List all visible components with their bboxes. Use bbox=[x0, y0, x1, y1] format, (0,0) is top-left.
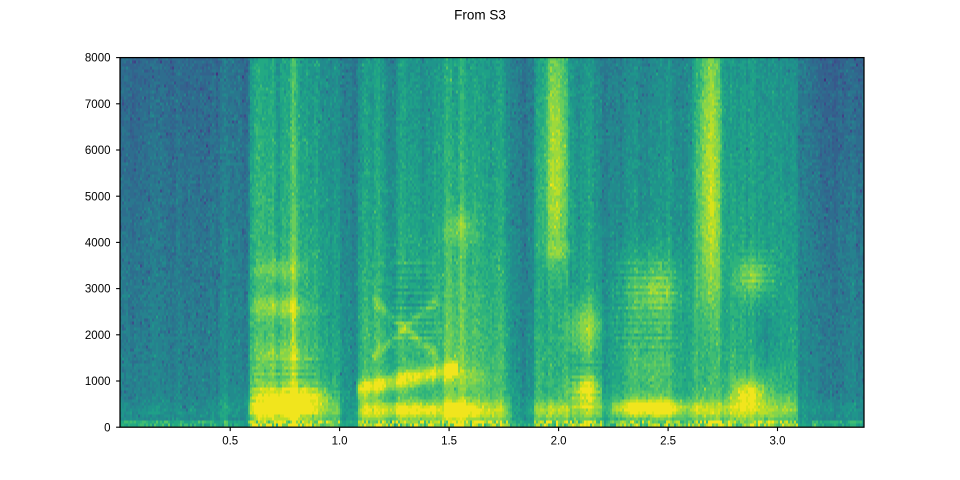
svg-text:1.5: 1.5 bbox=[441, 436, 457, 448]
svg-text:7000: 7000 bbox=[85, 99, 111, 111]
svg-text:0: 0 bbox=[104, 422, 110, 434]
svg-text:3.0: 3.0 bbox=[770, 436, 786, 448]
svg-text:3000: 3000 bbox=[85, 284, 111, 296]
svg-text:8000: 8000 bbox=[85, 53, 111, 65]
svg-text:0.5: 0.5 bbox=[222, 436, 238, 448]
svg-text:2.5: 2.5 bbox=[660, 436, 676, 448]
svg-text:4000: 4000 bbox=[85, 238, 111, 250]
svg-text:6000: 6000 bbox=[85, 145, 111, 157]
svg-text:2000: 2000 bbox=[85, 330, 111, 342]
svg-text:2.0: 2.0 bbox=[551, 436, 567, 448]
svg-text:From S3: From S3 bbox=[454, 8, 506, 23]
svg-text:1.0: 1.0 bbox=[332, 436, 348, 448]
svg-text:1000: 1000 bbox=[85, 376, 111, 388]
svg-text:5000: 5000 bbox=[85, 191, 111, 203]
